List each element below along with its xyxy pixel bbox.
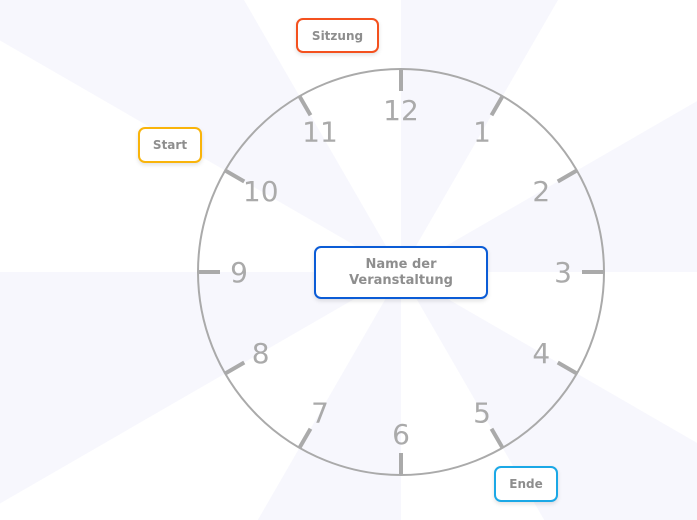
clock-number: 11 <box>302 116 338 149</box>
background-ray <box>401 272 697 520</box>
node-start[interactable]: Start <box>138 127 202 163</box>
clock-tick <box>224 168 246 184</box>
node-sitzung-label: Sitzung <box>311 28 364 43</box>
clock-number: 5 <box>473 396 491 429</box>
clock-tick <box>489 427 505 449</box>
node-start-label: Start <box>152 138 188 152</box>
background-ray <box>401 0 558 272</box>
clock-number: 2 <box>532 175 550 208</box>
clock-number: 4 <box>532 337 550 370</box>
node-ende[interactable]: Ende <box>494 466 558 502</box>
clock-number: 9 <box>230 256 248 289</box>
clock-tick <box>224 360 246 376</box>
clock-number: 6 <box>392 418 410 451</box>
node-sitzung[interactable]: Sitzung <box>296 18 379 53</box>
background-ray <box>257 272 401 520</box>
clock-number: 7 <box>311 396 329 429</box>
clock-number: 10 <box>243 175 279 208</box>
node-center-event-name[interactable]: Name der Veranstaltung <box>314 246 488 299</box>
background-ray <box>0 272 401 504</box>
node-center-label-line1: Name der <box>365 256 437 272</box>
clock-number: 12 <box>383 94 419 127</box>
node-ende-label: Ende <box>509 477 543 491</box>
clock-ticks <box>198 69 604 475</box>
clock-number: 3 <box>554 256 572 289</box>
clock-tick <box>556 168 578 184</box>
clock-tick <box>489 95 505 117</box>
clock-tick <box>297 95 313 117</box>
node-center-label-line2: Veranstaltung <box>349 272 453 288</box>
clock-tick <box>297 427 313 449</box>
clock-number: 1 <box>473 116 491 149</box>
background-ray <box>401 101 697 272</box>
clock-number: 8 <box>252 337 270 370</box>
clock-tick <box>556 360 578 376</box>
